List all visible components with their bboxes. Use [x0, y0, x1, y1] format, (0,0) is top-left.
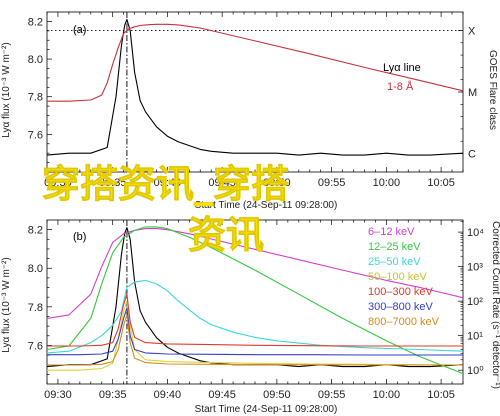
legend-300-800-kev: 300–800 keV [368, 301, 433, 313]
x-tick-label: 09:55 [318, 389, 346, 401]
right-tick-label: 10⁰ [467, 365, 484, 377]
series-line-ly-line [46, 18, 464, 156]
right-tick-label: 10² [467, 296, 483, 308]
series-line-100-300-kev [47, 293, 463, 347]
panel-b-x-axis-label: Start Time (24-Sep-11 09:28:00) [195, 404, 338, 415]
legend-25-50-kev: 25–50 keV [368, 256, 421, 268]
goes-class-label: X [468, 25, 476, 37]
legend-100-300-kev: 100–300 keV [368, 286, 433, 298]
right-tick-label: 10³ [467, 262, 483, 274]
series-line-800-7000-kev [47, 314, 463, 366]
panel-b: 09:30 09:35 09:40 09:45 09:50 09:55 10:00 10:05… [1, 219, 500, 415]
y-tick-label: 7.8 [28, 92, 43, 104]
panel-a: 09:30 09:35 09:40 09:45 09:50 09:55 10:00 10:05… [1, 11, 498, 211]
legend-lya-line: Lyα line [383, 62, 421, 74]
right-tick-label: 10¹ [467, 331, 483, 343]
panel-a-y-axis-label: Lyα flux (10⁻³ W m⁻²) [1, 42, 12, 137]
panel-b-label: (b) [73, 231, 86, 243]
legend-50-100-kev: 50–100 keV [368, 271, 427, 283]
watermark-line-1: 穿搭资讯_穿搭 [42, 162, 289, 206]
right-tick-label: 10⁴ [467, 227, 484, 239]
goes-class-label: M [468, 87, 477, 99]
panel-a-label: (a) [73, 24, 86, 36]
panel-b-plot-area: 09:30 09:35 09:40 09:45 09:50 09:55 10:00 10:05… [28, 219, 484, 401]
x-tick-label: 10:00 [373, 177, 401, 189]
x-tick-label: 09:30 [44, 389, 72, 401]
series-line-1-8 [47, 23, 464, 102]
x-tick-label: 09:45 [208, 177, 236, 189]
x-tick-label: 09:55 [318, 177, 346, 189]
goes-class-label: C [468, 149, 476, 161]
series-line-25-50-kev [46, 279, 464, 354]
series-line-300-800-kev [47, 307, 463, 356]
x-tick-label: 09:40 [154, 389, 182, 401]
panel-a-plot-area: 09:30 09:35 09:40 09:45 09:50 09:55 10:00 10:05… [28, 11, 477, 189]
y-tick-label: 8.0 [28, 54, 43, 66]
panel-b-legend: 6–12 keV 12–25 keV 25–50 keV 50–100 keV … [368, 226, 440, 328]
series-line-12-25-kev [46, 226, 464, 375]
y-tick-label: 7.6 [28, 340, 43, 352]
panel-b-right-axis-label: Corrected Count Rate (s⁻¹ detector⁻¹) [490, 221, 500, 389]
legend-800-7000-kev: 800–7000 keV [368, 316, 440, 328]
panel-a-right-axis-label: GOES Flare class [487, 50, 498, 130]
y-tick-label: 7.8 [28, 302, 43, 314]
legend-12-25-kev: 12–25 keV [368, 241, 421, 253]
legend-1-8-angstrom: 1-8 Å [387, 80, 414, 93]
series-line-ly [46, 227, 464, 368]
panel-a-x-axis-label: Start Time (24-Sep-11 09:28:00) [195, 200, 338, 211]
x-tick-label: 09:45 [208, 389, 236, 401]
y-tick-label: 8.2 [28, 16, 43, 28]
watermark: 穿搭资讯_穿搭 资讯 [42, 162, 290, 258]
x-tick-label: 09:35 [99, 177, 127, 189]
x-tick-label: 09:50 [263, 389, 291, 401]
x-tick-label: 09:35 [99, 389, 127, 401]
x-tick-label: 09:50 [263, 177, 291, 189]
series-line-6-12-kev [46, 228, 464, 319]
y-tick-label: 8.0 [28, 263, 43, 275]
x-tick-label: 10:00 [373, 389, 401, 401]
x-tick-label: 10:05 [427, 389, 455, 401]
panel-b-y-axis-label: Lyα flux (10⁻³ W m⁻²) [1, 257, 12, 352]
y-tick-label: 7.6 [28, 129, 43, 141]
legend-6-12-kev: 6–12 keV [368, 226, 415, 238]
x-tick-label: 10:05 [427, 177, 455, 189]
x-tick-label: 09:40 [154, 177, 182, 189]
x-tick-label: 09:30 [44, 177, 72, 189]
watermark-line-2: 资讯 [188, 213, 264, 257]
y-tick-label: 8.2 [28, 225, 43, 237]
